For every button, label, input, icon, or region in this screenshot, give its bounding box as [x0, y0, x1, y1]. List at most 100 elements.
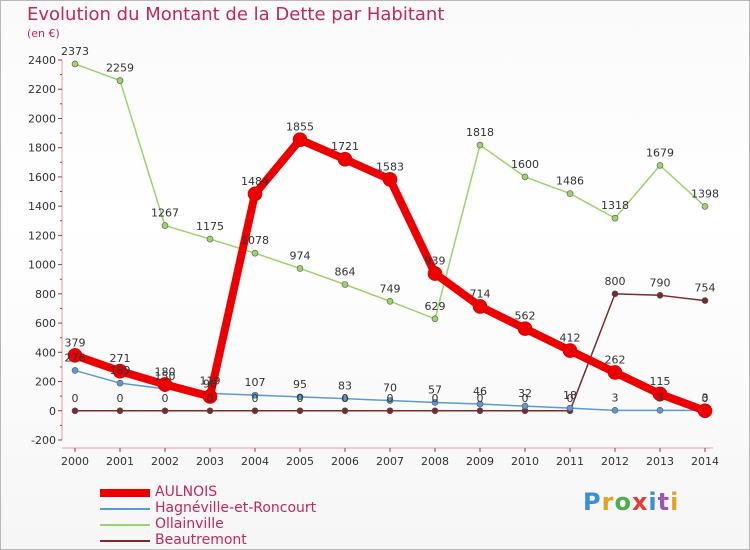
data-label-hagneville-et-roncourt: 3 [702, 391, 709, 404]
data-label-aulnois: 115 [650, 375, 671, 388]
legend-label-beautremont: Beautremont [155, 532, 247, 548]
data-point-beautremont [431, 407, 439, 415]
legend-label-ollainville: Ollainville [155, 516, 224, 532]
data-point-aulnois [472, 299, 488, 314]
y-tick-label: 1200 [28, 229, 56, 242]
data-point-beautremont [656, 292, 664, 299]
y-tick-label: 2000 [28, 112, 56, 125]
data-point-ollainville [521, 173, 529, 181]
data-label-beautremont: 0 [72, 392, 79, 405]
y-tick-label: 1000 [28, 259, 56, 272]
data-label-beautremont: 0 [567, 392, 574, 405]
data-label-aulnois: 939 [425, 255, 446, 268]
data-label-ollainville: 2259 [106, 62, 134, 75]
x-tick-label: 2012 [601, 455, 629, 468]
y-tick-label: 0 [49, 405, 56, 418]
data-point-beautremont [116, 407, 124, 415]
x-tick-label: 2002 [151, 455, 179, 468]
data-point-ollainville [341, 281, 349, 288]
data-label-ollainville: 1486 [556, 175, 584, 188]
data-point-aulnois [202, 389, 218, 404]
data-point-beautremont [476, 407, 484, 415]
legend-label-aulnois: AULNOIS [155, 484, 218, 500]
y-tick-label: 2200 [28, 83, 56, 96]
data-label-aulnois: 262 [605, 353, 626, 366]
data-point-aulnois [697, 403, 713, 419]
data-label-hagneville-et-roncourt: 3 [612, 391, 619, 404]
data-point-aulnois [292, 132, 308, 147]
data-label-beautremont: 0 [252, 392, 259, 405]
data-point-beautremont [386, 407, 394, 415]
legend-label-hagneville: Hagnéville-et-Roncourt [155, 500, 317, 516]
legend-swatch-beautremont [100, 540, 150, 542]
data-point-hagneville-et-roncourt [566, 404, 574, 412]
data-label-aulnois: 1484 [241, 175, 269, 188]
data-point-aulnois [607, 365, 623, 380]
data-label-hagneville-et-roncourt: 107 [245, 376, 266, 389]
x-tick-label: 2007 [376, 455, 404, 468]
data-point-beautremont [611, 290, 619, 298]
chart-title: Evolution du Montant de la Dette par Hab… [27, 4, 445, 25]
data-point-ollainville [656, 162, 664, 169]
data-point-hagneville-et-roncourt [431, 399, 439, 406]
data-point-ollainville [116, 77, 124, 84]
data-label-beautremont: 0 [342, 392, 349, 405]
data-point-beautremont [206, 407, 214, 415]
data-point-aulnois [337, 151, 353, 167]
x-tick-label: 2014 [691, 455, 719, 468]
legend-swatch-ollainville [100, 524, 150, 526]
y-tick-label: 600 [35, 317, 56, 330]
data-label-hagneville-et-roncourt: 3 [657, 391, 664, 404]
data-label-ollainville: 1175 [196, 220, 224, 233]
x-tick-label: 2013 [646, 455, 674, 468]
data-label-ollainville: 1600 [511, 158, 539, 171]
data-point-aulnois [112, 363, 128, 379]
x-tick-label: 2009 [466, 455, 494, 468]
data-point-hagneville-et-roncourt [116, 379, 124, 387]
data-label-beautremont: 0 [297, 392, 304, 405]
data-point-aulnois [652, 386, 668, 402]
data-label-ollainville: 1398 [691, 187, 719, 200]
data-point-hagneville-et-roncourt [386, 397, 394, 404]
data-label-hagneville-et-roncourt: 46 [473, 385, 487, 398]
proxiti-logo: Proxiti [583, 488, 680, 516]
data-label-aulnois: 1583 [376, 160, 404, 173]
data-point-ollainville [611, 214, 619, 222]
data-label-beautremont: 0 [162, 392, 169, 405]
y-tick-label: 1600 [28, 171, 56, 184]
data-label-aulnois: 1721 [331, 140, 359, 153]
y-tick-label: 1400 [28, 200, 56, 213]
data-label-ollainville: 1078 [241, 234, 269, 247]
data-point-ollainville [566, 190, 574, 197]
data-point-ollainville [251, 249, 259, 257]
y-tick-label: 2400 [28, 54, 56, 67]
data-point-ollainville [701, 203, 709, 210]
unit-label: (en €) [27, 27, 60, 40]
x-tick-label: 2010 [511, 455, 539, 468]
data-point-hagneville-et-roncourt [296, 393, 304, 401]
data-point-ollainville [161, 222, 169, 229]
data-label-beautremont: 0 [432, 392, 439, 405]
data-point-aulnois [562, 343, 578, 358]
data-label-ollainville: 974 [290, 249, 311, 262]
data-label-ollainville: 864 [335, 265, 356, 278]
data-point-ollainville [206, 235, 214, 243]
data-label-ollainville: 1818 [466, 126, 494, 139]
data-label-ollainville: 1679 [646, 146, 674, 159]
data-point-hagneville-et-roncourt [611, 407, 619, 414]
data-label-aulnois: 0 [702, 392, 709, 405]
data-label-aulnois: 98 [203, 377, 217, 390]
data-point-hagneville-et-roncourt [341, 395, 349, 402]
data-label-aulnois: 412 [560, 332, 581, 345]
data-label-beautremont: 800 [605, 275, 626, 288]
data-point-hagneville-et-roncourt [71, 367, 79, 374]
data-point-aulnois [427, 266, 443, 281]
data-label-ollainville: 749 [380, 282, 401, 295]
legend-swatch-aulnois [100, 489, 150, 497]
data-label-beautremont: 754 [695, 282, 716, 295]
data-label-beautremont: 0 [117, 392, 124, 405]
y-tick-label: 800 [35, 288, 56, 301]
data-label-hagneville-et-roncourt: 83 [338, 380, 352, 393]
